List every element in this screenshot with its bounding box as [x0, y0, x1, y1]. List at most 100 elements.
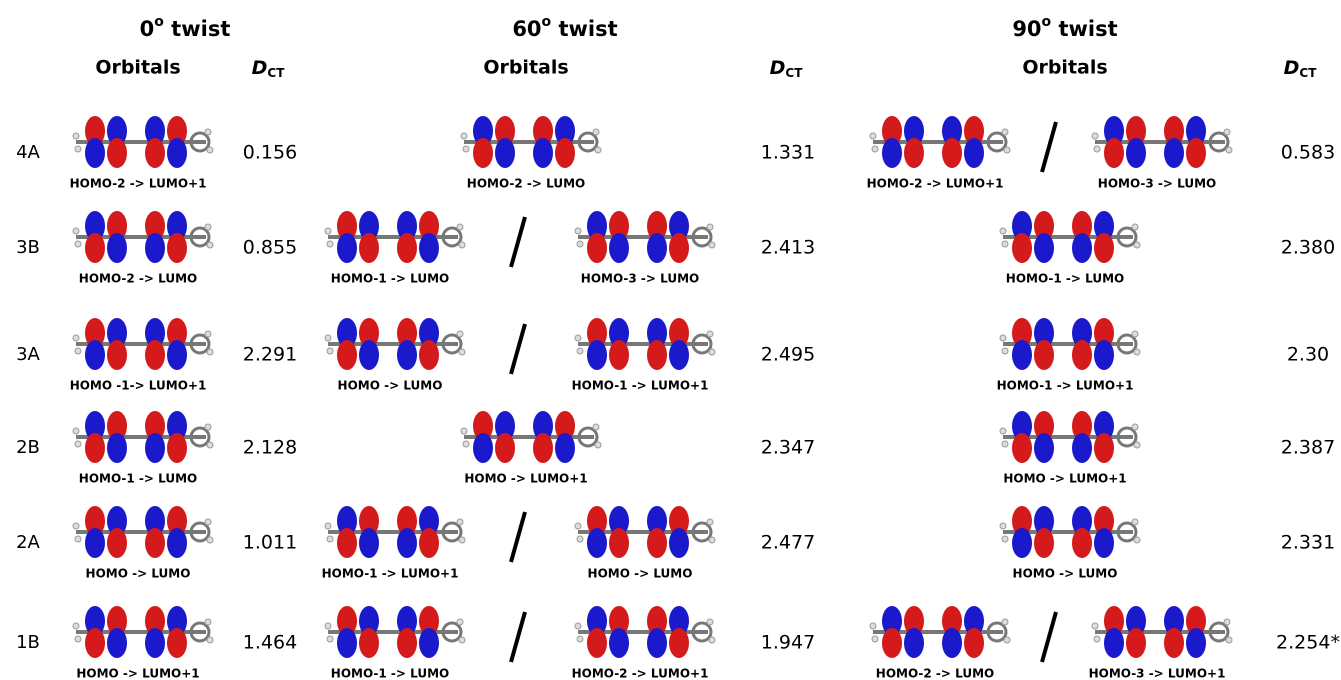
orbital-lobe	[145, 116, 165, 146]
orbital-lobe	[337, 506, 357, 536]
hydrogen-atom	[999, 227, 1007, 235]
orbital-lobe	[419, 340, 439, 370]
orbital-lobe	[145, 433, 165, 463]
orbital-lobe	[1072, 340, 1092, 370]
orbital-lobe	[473, 433, 493, 463]
separator-slash	[509, 511, 527, 563]
orbital-lobe	[145, 411, 165, 441]
orbital-lobe	[397, 211, 417, 241]
orbital-lobe	[609, 628, 629, 658]
orbital-lobe	[359, 211, 379, 241]
hydrogen-atom	[999, 334, 1007, 342]
orbital-lobe	[337, 606, 357, 636]
orbital-lobe	[359, 506, 379, 536]
molecule-ring	[189, 131, 211, 153]
hydrogen-atom	[204, 330, 212, 338]
hydrogen-atom	[74, 145, 82, 153]
transition-label: HOMO-1 -> LUMO	[79, 472, 197, 486]
transition-label: HOMO-1 -> LUMO+1	[997, 379, 1134, 393]
transition-label: HOMO-1 -> LUMO+1	[322, 567, 459, 581]
hydrogen-atom	[326, 535, 334, 543]
transition-label: HOMO-1 -> LUMO	[1006, 272, 1124, 286]
hydrogen-atom	[1133, 241, 1141, 249]
row-label: 3B	[16, 237, 40, 258]
orbital-lobe	[964, 138, 984, 168]
orbital-lobe	[107, 628, 127, 658]
orbital-lobe	[669, 318, 689, 348]
dct-value: 1.947	[761, 632, 815, 654]
hydrogen-atom	[462, 440, 470, 448]
dct-value: 2.30	[1287, 344, 1329, 366]
orbital-lobe	[1072, 233, 1092, 263]
orbital-lobe	[533, 433, 553, 463]
dct-value: 2.387	[1281, 437, 1335, 459]
orbital-lobe	[1012, 433, 1032, 463]
hydrogen-atom	[72, 622, 80, 630]
orbital-image	[999, 506, 1141, 558]
hydrogen-atom	[204, 423, 212, 431]
orbitals-header: Orbitals	[95, 57, 180, 79]
hydrogen-atom	[574, 334, 582, 342]
molecule-ring	[577, 131, 599, 153]
orbital-lobe	[609, 606, 629, 636]
transition-label: HOMO -> LUMO+1	[1003, 472, 1126, 486]
molecule-ring	[1208, 131, 1230, 153]
molecule-ring	[1116, 226, 1138, 248]
dct-value: 2.413	[761, 237, 815, 259]
molecule-ring	[691, 521, 713, 543]
hydrogen-atom	[1133, 348, 1141, 356]
orbital-lobe	[964, 628, 984, 658]
orbital-lobe	[1072, 318, 1092, 348]
orbitals-header: Orbitals	[483, 57, 568, 79]
orbital-image	[72, 506, 214, 558]
hydrogen-atom	[576, 635, 584, 643]
orbital-lobe	[337, 318, 357, 348]
hydrogen-atom	[324, 334, 332, 342]
orbital-lobe	[419, 528, 439, 558]
orbital-lobe	[167, 318, 187, 348]
dct-value: 2.380	[1281, 237, 1335, 259]
row-label: 3A	[16, 344, 40, 365]
hydrogen-atom	[869, 132, 877, 140]
orbital-lobe	[1034, 340, 1054, 370]
dct-value: 1.331	[761, 142, 815, 164]
hydrogen-atom	[458, 241, 466, 249]
hydrogen-atom	[1131, 518, 1139, 526]
separator-slash	[1040, 611, 1058, 663]
orbital-lobe	[555, 433, 575, 463]
orbital-lobe	[1094, 233, 1114, 263]
dct-value: 2.347	[761, 437, 815, 459]
orbital-image	[72, 318, 214, 370]
orbital-lobe	[647, 506, 667, 536]
orbital-lobe	[1186, 138, 1206, 168]
orbital-lobe	[1012, 233, 1032, 263]
orbital-lobe	[1094, 506, 1114, 536]
orbital-lobe	[419, 606, 439, 636]
orbital-lobe	[85, 606, 105, 636]
orbital-lobe	[419, 211, 439, 241]
orbital-lobe	[145, 528, 165, 558]
orbital-lobe	[495, 116, 515, 146]
separator-slash	[509, 216, 527, 268]
orbital-image	[999, 211, 1141, 263]
orbital-lobe	[587, 340, 607, 370]
orbital-lobe	[882, 138, 902, 168]
dct-subscript: CT	[1299, 66, 1317, 80]
hydrogen-atom	[576, 535, 584, 543]
orbital-lobe	[1104, 628, 1124, 658]
hydrogen-atom	[1001, 535, 1009, 543]
orbital-lobe	[964, 606, 984, 636]
transition-label: HOMO -> LUMO	[1013, 567, 1118, 581]
orbital-lobe	[609, 528, 629, 558]
orbital-lobe	[85, 340, 105, 370]
hydrogen-atom	[576, 240, 584, 248]
orbital-lobe	[1094, 528, 1114, 558]
orbital-lobe	[85, 211, 105, 241]
hydrogen-atom	[206, 536, 214, 544]
transition-label: HOMO-2 -> LUMO	[467, 177, 585, 191]
twist-number: 0	[140, 17, 155, 41]
orbital-lobe	[397, 340, 417, 370]
orbital-lobe	[1094, 411, 1114, 441]
orbital-lobe	[107, 528, 127, 558]
hydrogen-atom	[74, 635, 82, 643]
